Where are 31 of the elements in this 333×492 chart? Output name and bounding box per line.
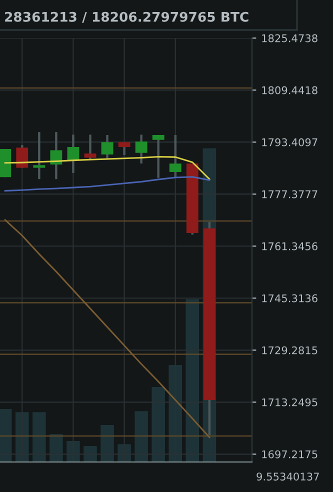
bar [15,412,29,462]
candlestick [33,130,46,180]
bar [186,299,200,462]
bar [84,446,97,462]
bar [134,411,148,462]
bar [32,412,46,462]
y-tick-label: 1729.2815 [262,346,318,354]
y-tick-label: 1745.3136 [262,294,318,302]
y-tick-label: 1793.4097 [262,138,318,146]
text: 9.55340137 [256,472,319,481]
candlestick [118,141,130,156]
y-tick-label: 1777.3777 [262,190,318,198]
y-tick-label: 1697.2175 [262,450,318,458]
bar [152,387,165,462]
candlestick [169,134,182,179]
candlestick [152,134,164,179]
bar [50,434,63,462]
y-tick-label: 1761.3456 [262,242,318,250]
candlestick [50,130,62,180]
bar [0,408,12,462]
y-tick-label: 1809.4418 [262,86,318,94]
candlestick [135,134,148,165]
candlestick [84,134,96,162]
candlestick [16,144,28,169]
line-series [4,219,210,438]
chart-title: 28361213 / 18206.27979765 BTC [5,12,248,23]
bar [100,424,114,462]
candlestick [101,134,114,160]
line-series [4,176,210,192]
y-tick-label: 1825.4738 [262,34,318,42]
y-tick-label: 1713.2495 [262,398,318,406]
